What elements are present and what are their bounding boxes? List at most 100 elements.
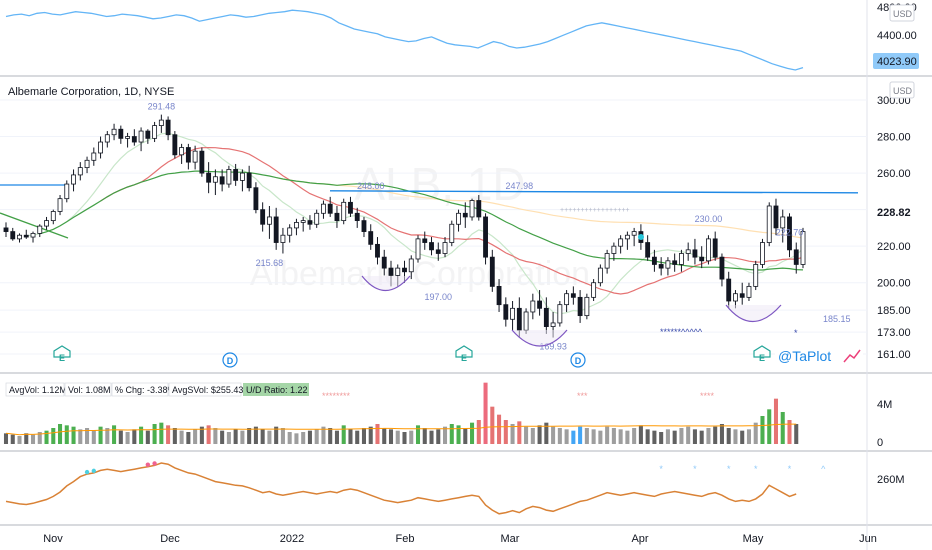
x-axis-label: 2022 <box>280 533 304 545</box>
volume-bar <box>253 426 258 444</box>
candle <box>131 129 137 146</box>
candle-body <box>706 238 711 262</box>
candle-body <box>354 212 360 222</box>
svg-text:D: D <box>575 356 582 366</box>
candle <box>253 182 259 214</box>
candle <box>307 215 313 230</box>
volume-bar <box>719 424 724 444</box>
candle <box>699 246 705 269</box>
candle-body <box>44 220 49 227</box>
candle <box>361 216 367 238</box>
candle-body <box>118 128 124 139</box>
volume-bar <box>58 424 63 444</box>
candle-body <box>138 130 144 143</box>
earnings-marker[interactable]: E <box>753 345 771 363</box>
candle <box>341 198 347 225</box>
candle-body <box>131 136 137 143</box>
candle-body <box>631 231 637 236</box>
candle <box>17 233 22 243</box>
candle <box>152 121 158 143</box>
candle-body <box>604 253 610 269</box>
volume-bar <box>470 422 475 444</box>
candle <box>165 116 171 141</box>
volume-bar <box>132 429 137 444</box>
candle-body <box>793 249 799 265</box>
candle-body <box>624 234 630 240</box>
trend-line-left[interactable] <box>0 212 69 239</box>
volume-bar <box>24 433 29 444</box>
candle-body <box>483 216 488 258</box>
volume-bar <box>645 429 650 444</box>
candle-body <box>395 267 401 276</box>
candle <box>753 260 759 291</box>
last-price-label: 228.82 <box>877 207 911 219</box>
candle <box>442 237 448 258</box>
index-pane: 4800.00 4400.00 USD 4023.90 <box>5 2 919 71</box>
candle <box>185 143 191 170</box>
candle <box>422 231 428 250</box>
candle <box>408 255 414 280</box>
volume-bar <box>314 429 319 444</box>
earnings-marker[interactable]: E <box>455 345 473 363</box>
volume-bar <box>280 428 285 444</box>
candle <box>618 235 624 254</box>
candle <box>327 196 333 217</box>
candle-body <box>104 134 110 143</box>
candle <box>510 301 515 331</box>
candle <box>287 224 293 243</box>
candle-body <box>172 134 178 156</box>
volume-bar <box>334 430 339 444</box>
volume-bar <box>193 429 198 444</box>
candle <box>800 227 806 269</box>
candle <box>118 125 124 144</box>
currency-badge-main[interactable] <box>889 81 915 99</box>
candles <box>3 114 806 338</box>
volume-bar <box>274 426 279 444</box>
candle <box>631 227 637 247</box>
candle-body <box>435 249 441 254</box>
candle-body <box>489 256 495 287</box>
candle-body <box>429 242 434 251</box>
candle-body <box>712 238 718 258</box>
dividend-marker[interactable]: D <box>570 352 586 368</box>
candle <box>334 205 340 228</box>
currency-badge-top[interactable] <box>889 4 915 22</box>
candle-body <box>273 216 279 243</box>
volume-bar <box>105 428 110 444</box>
candle-body <box>685 249 691 254</box>
earnings-marker[interactable]: E <box>53 345 71 363</box>
candle-body <box>98 141 103 154</box>
x-axis-label: Feb <box>396 533 415 545</box>
volume-bar <box>686 426 691 444</box>
event-markers: E D E D E <box>53 345 771 368</box>
candle-body <box>145 130 151 139</box>
candle <box>672 253 678 272</box>
candle <box>199 147 205 177</box>
candle-body <box>206 172 212 183</box>
candle <box>726 271 732 309</box>
candle <box>570 286 576 305</box>
volume-stats: AvgVol: 1.12M Vol: 1.08M % Chg: -3.38% A… <box>5 382 309 397</box>
dividend-marker[interactable]: D <box>222 352 238 368</box>
candle <box>584 293 590 320</box>
watermark-name: Albemarle Corporation <box>250 255 590 293</box>
candle <box>793 242 799 274</box>
volume-bar <box>449 424 454 444</box>
candle-body <box>3 227 9 232</box>
candle <box>375 237 380 265</box>
candle-body <box>260 209 266 225</box>
candle <box>787 213 792 258</box>
volume-bar <box>179 430 184 444</box>
volume-bar <box>483 382 488 444</box>
resistance-line[interactable] <box>329 190 859 194</box>
candle-body <box>523 311 529 331</box>
candle <box>611 242 617 261</box>
candle <box>456 209 461 232</box>
candle <box>645 235 651 261</box>
candle <box>489 249 495 292</box>
candle-body <box>658 264 664 269</box>
candle-body <box>780 216 786 229</box>
candle-body <box>327 203 333 214</box>
candle-body <box>280 234 286 243</box>
